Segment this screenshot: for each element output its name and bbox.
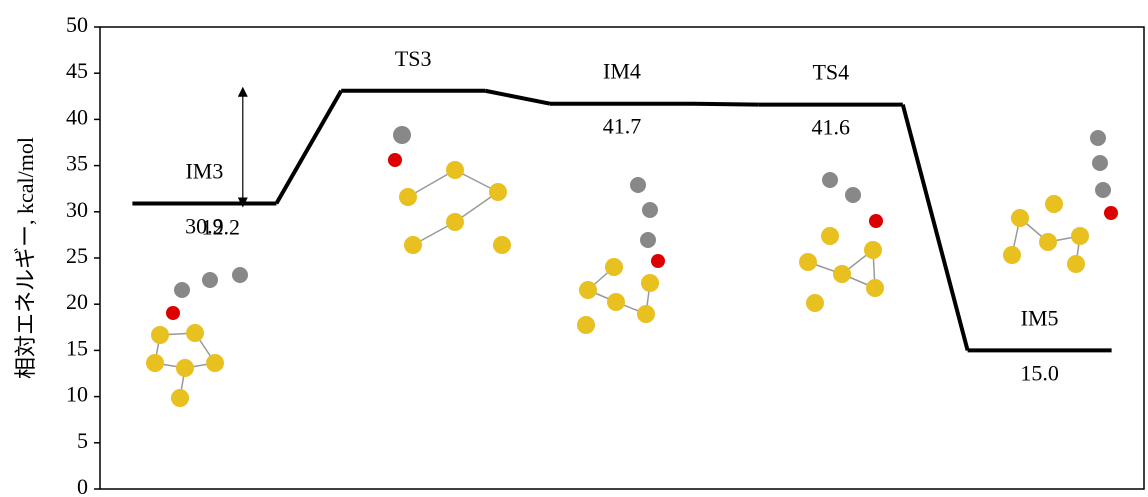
y-tick-label: 20 [66, 289, 88, 314]
state-label: TS4 [812, 60, 849, 85]
connector [694, 104, 759, 105]
value-label: 41.7 [603, 114, 642, 139]
y-tick-label: 10 [66, 382, 88, 407]
value-label: 15.0 [1020, 360, 1059, 385]
y-axis-label: 相対エネルギー, kcal/mol [13, 137, 38, 379]
connector [276, 91, 341, 204]
state-label: IM4 [603, 59, 641, 84]
barrier-label: 12.2 [202, 215, 241, 240]
y-tick-label: 30 [66, 197, 88, 222]
state-label: IM3 [185, 159, 223, 184]
state-label: IM5 [1021, 305, 1059, 330]
value-label: 41.6 [812, 115, 851, 140]
y-tick-label: 45 [66, 58, 88, 83]
state-label: TS3 [395, 46, 432, 71]
y-tick-label: 35 [66, 151, 88, 176]
y-tick-label: 15 [66, 335, 88, 360]
y-tick-label: 5 [77, 428, 88, 453]
molecule-decoration [146, 126, 1118, 407]
y-tick-label: 25 [66, 243, 88, 268]
chart: 相対エネルギー, kcal/mol 0 5 10 15 20 25 30 35 40 45 50 IM… [0, 0, 1148, 497]
y-tick-label: 50 [66, 12, 88, 37]
connector [903, 105, 968, 351]
connector [485, 91, 550, 104]
y-tick-label: 0 [77, 474, 88, 497]
plot-frame [100, 27, 1144, 489]
y-tick-label: 40 [66, 104, 88, 129]
